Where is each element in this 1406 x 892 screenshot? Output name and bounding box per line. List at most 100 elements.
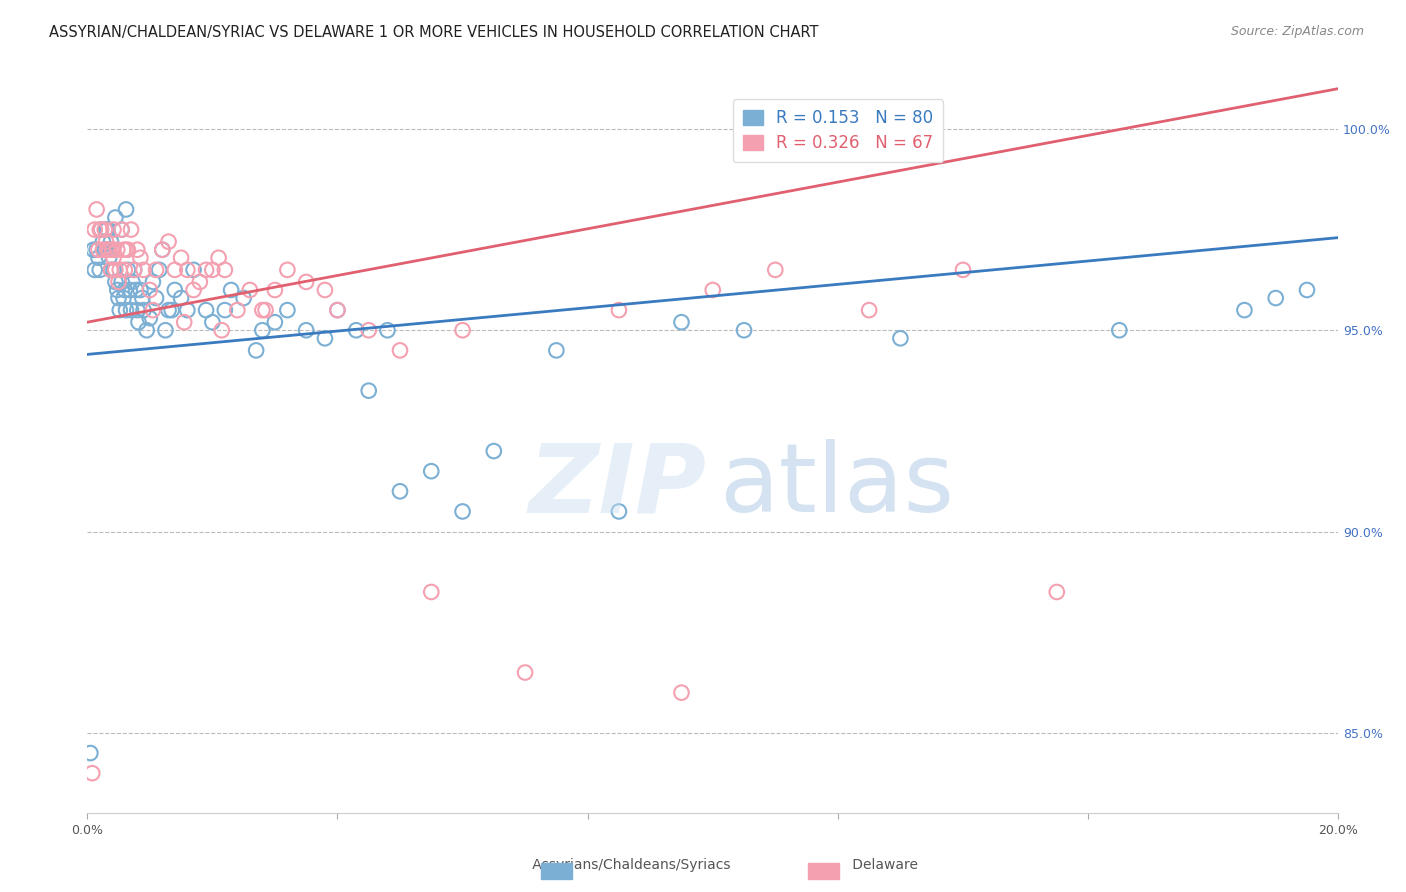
Point [104, 211, 127, 225]
Point [107, 275, 129, 289]
Point [344, 323, 367, 337]
Point [173, 315, 195, 329]
Point [100, 263, 122, 277]
Point [276, 303, 298, 318]
Text: ASSYRIAN/CHALDEAN/SYRIAC VS DELAWARE 1 OR MORE VEHICLES IN HOUSEHOLD CORRELATION: ASSYRIAN/CHALDEAN/SYRIAC VS DELAWARE 1 O… [49, 25, 818, 40]
Point [170, 251, 193, 265]
Point [86, 202, 108, 217]
Point [889, 331, 911, 345]
Legend: R = 0.153   N = 80, R = 0.326   N = 67: R = 0.153 N = 80, R = 0.326 N = 67 [733, 99, 943, 161]
Point [219, 283, 242, 297]
Point [83, 263, 105, 277]
Point [252, 323, 274, 337]
Point [83, 222, 105, 236]
Point [132, 303, 155, 318]
Point [114, 283, 136, 297]
Point [326, 303, 349, 318]
Point [107, 291, 129, 305]
Point [276, 263, 298, 277]
Point [120, 222, 142, 236]
Point [135, 323, 157, 337]
Point [176, 263, 198, 277]
Point [326, 303, 349, 318]
Point [112, 291, 135, 305]
Point [858, 303, 880, 318]
Point [357, 323, 380, 337]
Point [139, 311, 162, 326]
Text: Assyrians/Chaldeans/Syriacs: Assyrians/Chaldeans/Syriacs [506, 858, 731, 872]
Point [105, 243, 128, 257]
Point [420, 585, 443, 599]
Text: Source: ZipAtlas.com: Source: ZipAtlas.com [1230, 25, 1364, 38]
Point [121, 275, 143, 289]
Point [195, 303, 218, 318]
Point [671, 686, 693, 700]
Text: atlas: atlas [718, 439, 955, 533]
Point [157, 235, 180, 249]
Point [482, 444, 505, 458]
Point [163, 263, 186, 277]
Point [145, 291, 167, 305]
Point [607, 504, 630, 518]
Point [226, 303, 249, 318]
Point [103, 251, 125, 265]
Point [170, 291, 193, 305]
Point [98, 243, 121, 257]
Point [122, 263, 145, 277]
Point [103, 263, 125, 277]
Point [111, 222, 134, 236]
Point [195, 263, 218, 277]
Point [1233, 303, 1256, 318]
Point [127, 243, 149, 257]
Point [90, 222, 112, 236]
Point [252, 303, 274, 318]
Point [201, 263, 224, 277]
Point [128, 315, 150, 329]
Point [94, 222, 117, 236]
Point [1108, 323, 1130, 337]
Point [108, 263, 131, 277]
Point [254, 303, 277, 318]
Point [82, 243, 104, 257]
Point [98, 251, 121, 265]
Point [129, 283, 152, 297]
Point [100, 263, 122, 277]
Point [763, 263, 786, 277]
Point [127, 303, 149, 318]
Point [314, 283, 336, 297]
Point [145, 263, 167, 277]
Point [546, 343, 568, 358]
Point [211, 323, 233, 337]
Point [188, 275, 211, 289]
Point [87, 251, 110, 265]
Point [607, 303, 630, 318]
Point [451, 323, 474, 337]
Point [388, 484, 411, 499]
Point [117, 243, 139, 257]
Point [118, 283, 141, 297]
Point [87, 243, 110, 257]
Point [201, 315, 224, 329]
Point [104, 275, 127, 289]
Point [91, 235, 114, 249]
Point [245, 343, 267, 358]
Point [1264, 291, 1286, 305]
Point [160, 303, 183, 318]
Point [96, 243, 118, 257]
Point [142, 275, 165, 289]
Point [104, 263, 127, 277]
Point [952, 263, 974, 277]
Point [163, 283, 186, 297]
Point [131, 291, 153, 305]
Point [264, 315, 287, 329]
Point [232, 291, 254, 305]
Point [420, 464, 443, 478]
Point [214, 303, 236, 318]
Point [101, 243, 124, 257]
Point [295, 275, 318, 289]
Point [671, 315, 693, 329]
Point [176, 303, 198, 318]
Point [132, 263, 155, 277]
Point [183, 283, 205, 297]
Point [513, 665, 536, 680]
